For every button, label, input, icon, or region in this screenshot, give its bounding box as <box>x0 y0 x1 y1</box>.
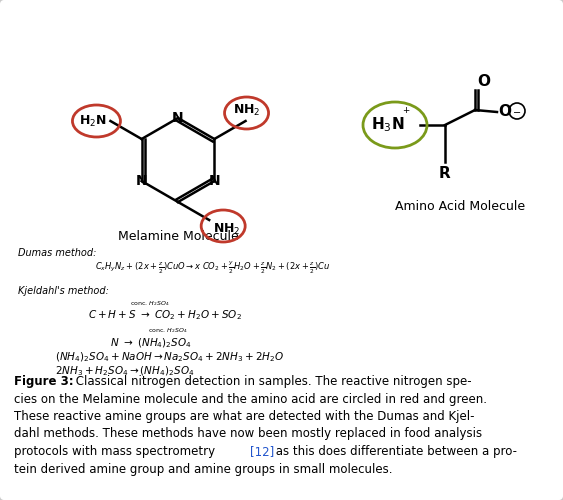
Text: H$_3$N: H$_3$N <box>371 116 405 134</box>
Text: $C+H+S\ \rightarrow\ CO_2+H_2O+SO_2$: $C+H+S\ \rightarrow\ CO_2+H_2O+SO_2$ <box>88 308 242 322</box>
Text: Kjeldahl's method:: Kjeldahl's method: <box>18 286 109 296</box>
Text: Dumas method:: Dumas method: <box>18 248 96 258</box>
Text: tein derived amine group and amine groups in small molecules.: tein derived amine group and amine group… <box>14 462 392 475</box>
Text: Classical nitrogen detection in samples. The reactive nitrogen spe-: Classical nitrogen detection in samples.… <box>72 375 472 388</box>
Text: O: O <box>498 104 511 120</box>
Text: N: N <box>136 174 148 188</box>
Text: $(NH_4)_2SO_4+NaOH\rightarrow Na_2SO_4+2NH_3+2H_2O$: $(NH_4)_2SO_4+NaOH\rightarrow Na_2SO_4+2… <box>55 350 284 364</box>
Text: O: O <box>477 74 490 89</box>
Text: as this does differentiate between a pro-: as this does differentiate between a pro… <box>272 445 517 458</box>
Text: N: N <box>172 111 184 125</box>
Text: [12]: [12] <box>250 445 274 458</box>
Text: dahl methods. These methods have now been mostly replaced in food analysis: dahl methods. These methods have now bee… <box>14 428 482 440</box>
Text: protocols with mass spectrometry: protocols with mass spectrometry <box>14 445 219 458</box>
Text: These reactive amine groups are what are detected with the Dumas and Kjel-: These reactive amine groups are what are… <box>14 410 475 423</box>
Text: conc. $H_2SO_4$: conc. $H_2SO_4$ <box>148 326 187 335</box>
Text: Figure 3:: Figure 3: <box>14 375 74 388</box>
Text: cies on the Melamine molecule and the amino acid are circled in red and green.: cies on the Melamine molecule and the am… <box>14 392 487 406</box>
Text: $2NH_3+H_2SO_4\rightarrow (NH_4)_2SO_4$: $2NH_3+H_2SO_4\rightarrow (NH_4)_2SO_4$ <box>55 364 194 378</box>
Text: NH$_2$: NH$_2$ <box>233 103 260 118</box>
Text: NH$_2$: NH$_2$ <box>213 222 240 237</box>
Text: $N\ \rightarrow\ (NH_4)_2SO_4$: $N\ \rightarrow\ (NH_4)_2SO_4$ <box>110 336 192 349</box>
Text: Melamine Molecule: Melamine Molecule <box>118 230 238 243</box>
Text: R: R <box>439 166 451 181</box>
Text: H$_2$N: H$_2$N <box>79 114 106 128</box>
Text: N: N <box>208 174 220 188</box>
Text: Amino Acid Molecule: Amino Acid Molecule <box>395 200 525 213</box>
Text: $-$: $-$ <box>512 106 521 116</box>
Text: $^+$: $^+$ <box>401 106 411 120</box>
Text: $C_xH_yN_z+(2x+\frac{z}{2})CuO\rightarrow x\ CO_2+\frac{y}{2}H_2O+\frac{z}{2}N_2: $C_xH_yN_z+(2x+\frac{z}{2})CuO\rightarro… <box>95 260 330 276</box>
Text: conc. $H_2SO_4$: conc. $H_2SO_4$ <box>130 299 169 308</box>
